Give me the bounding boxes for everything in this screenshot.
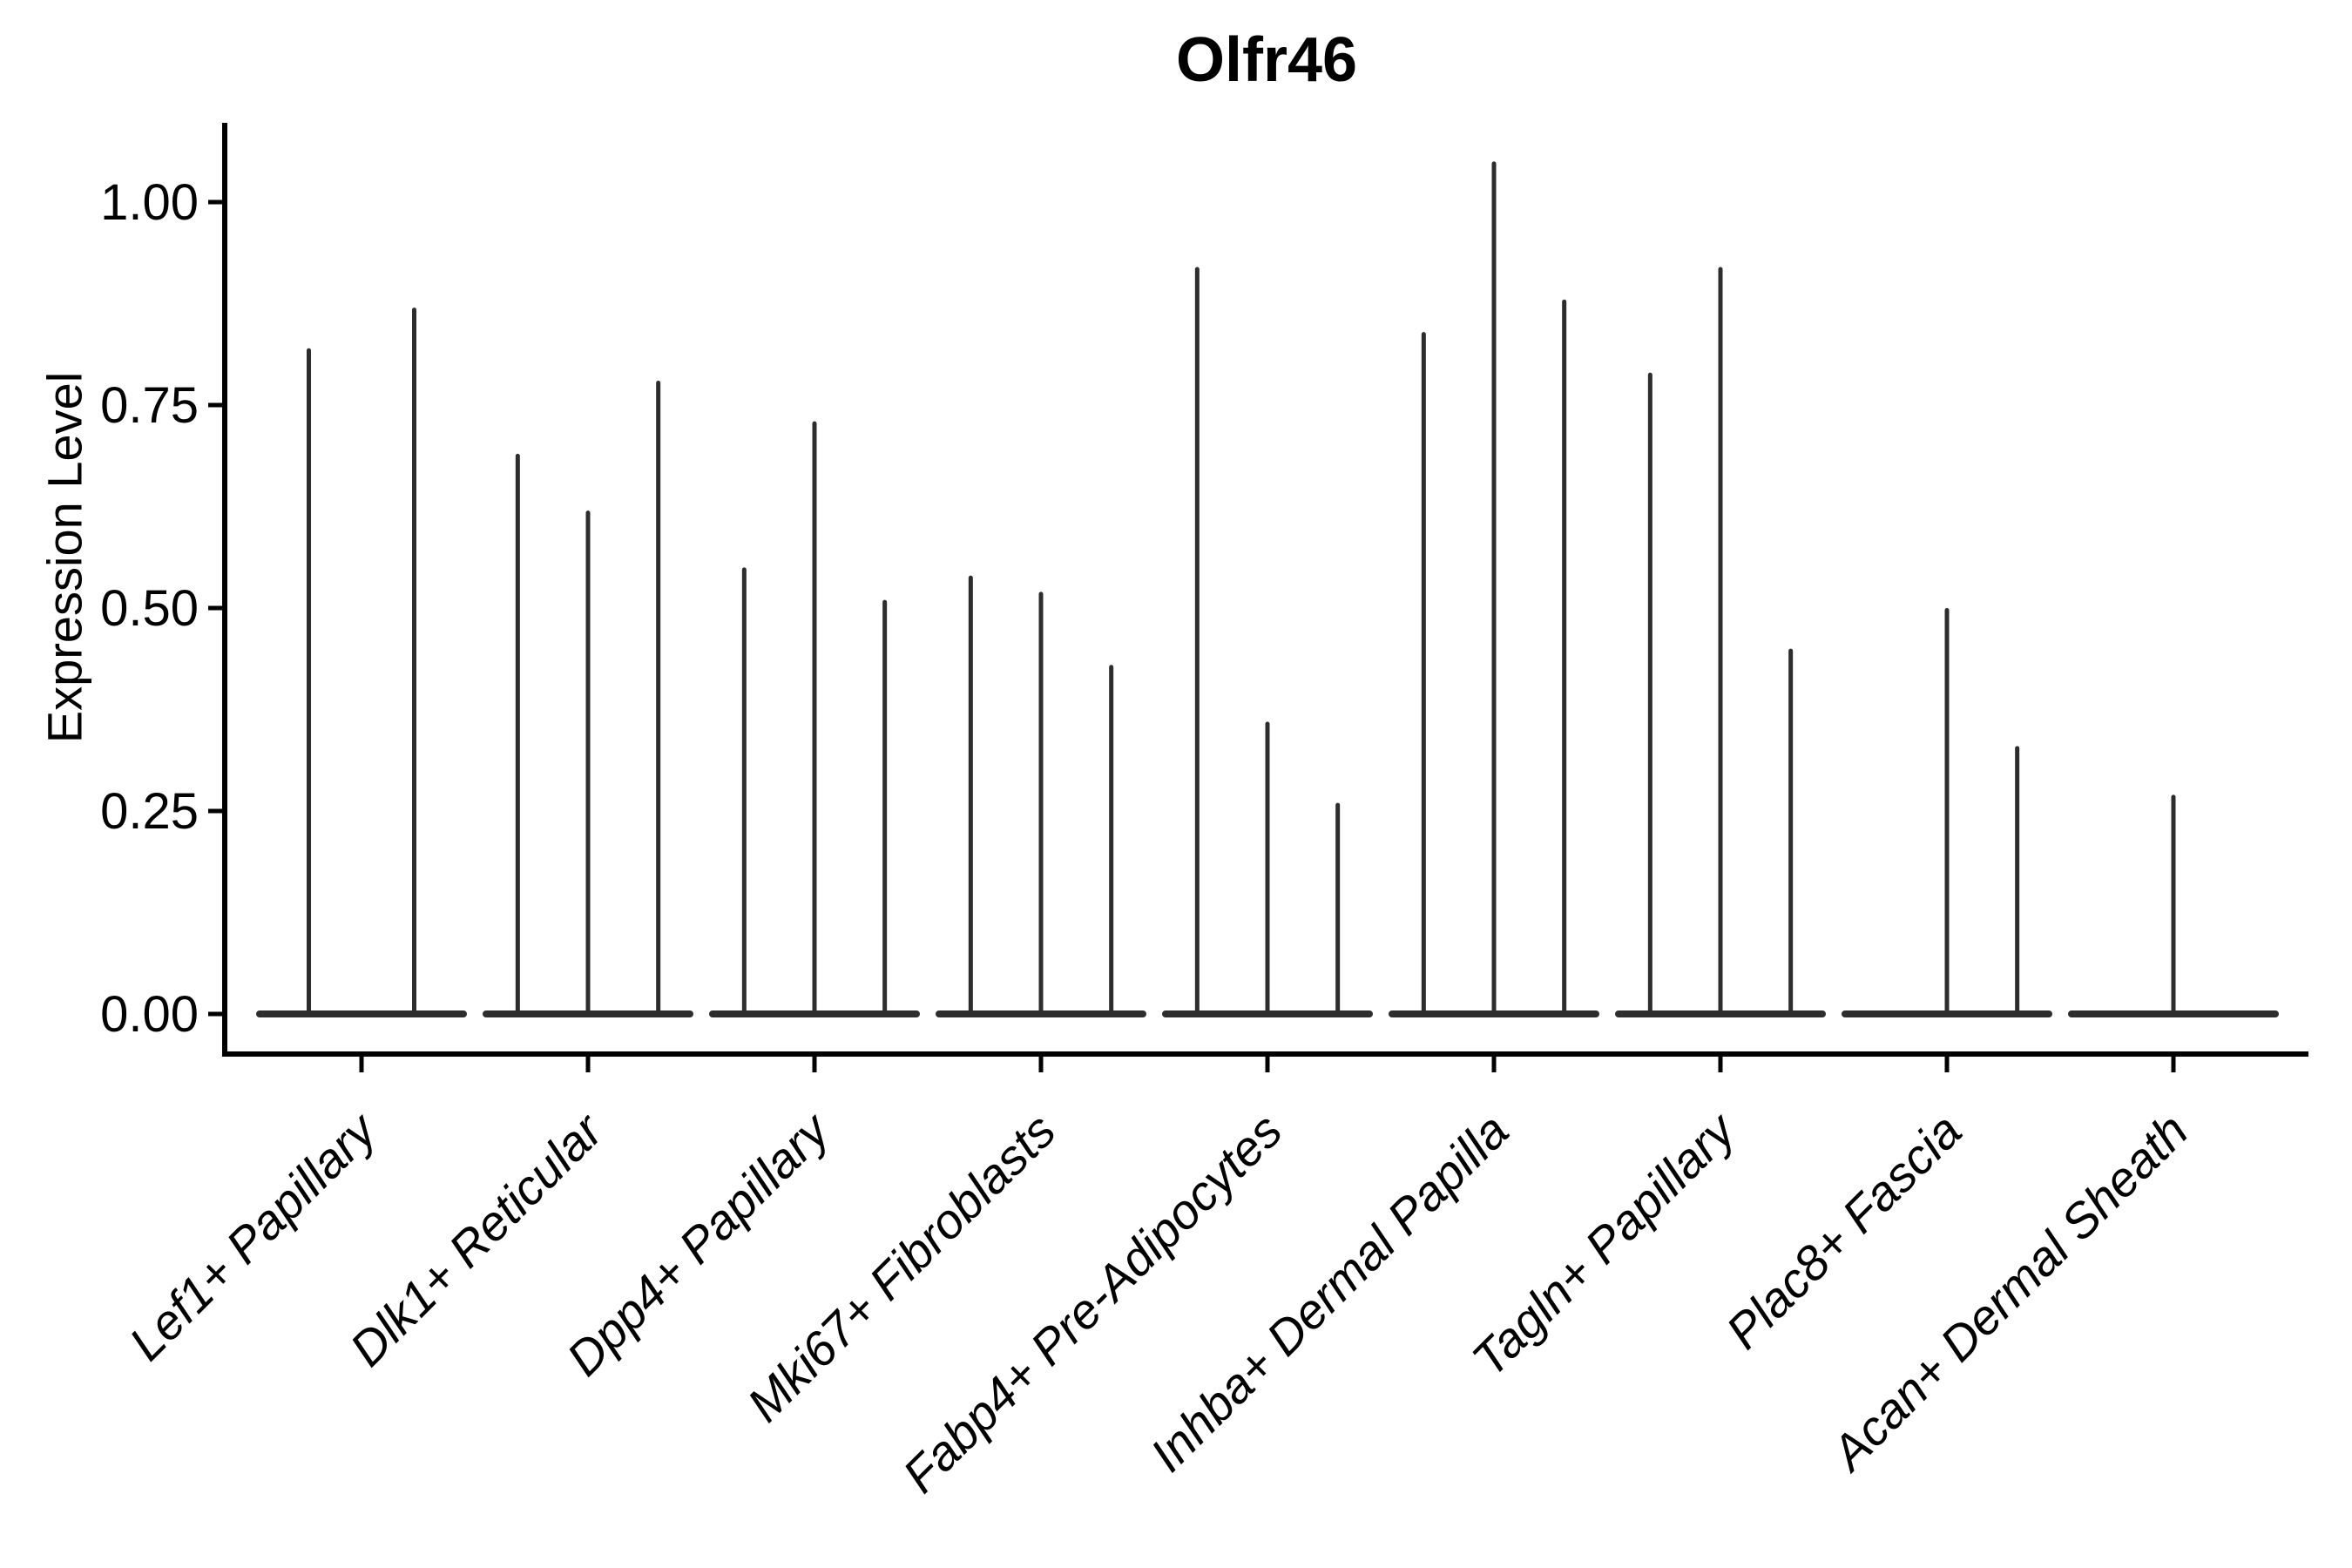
y-tick [208,808,222,814]
violin-spike [1109,665,1114,1017]
violin-spike [1944,608,1950,1017]
y-tick [208,1011,222,1017]
violin-spike [1335,802,1341,1017]
violin-spike [1194,267,1200,1017]
violin-spike [1562,299,1567,1018]
y-tick [208,402,222,408]
x-tick [1944,1057,1950,1072]
y-tick [208,199,222,205]
x-tick [2171,1057,2176,1072]
violin-spike [882,599,888,1017]
violin-spike [1038,591,1044,1017]
x-tick [1718,1057,1723,1072]
x-tick [585,1057,591,1072]
y-axis-spine [222,123,227,1057]
violin-spike [412,308,416,1017]
violin-spike [2015,746,2020,1017]
violin-spike [515,453,520,1017]
violin-spike [1647,372,1652,1018]
violin-spike [1491,161,1497,1017]
y-tick [208,605,222,611]
violin-baseline [256,1010,467,1017]
x-tick [1491,1057,1497,1072]
x-axis-label: Plac8+ Fascia [1715,1103,1971,1359]
x-tick [812,1057,817,1072]
violin-spike [656,381,661,1017]
violin-spike [2171,794,2176,1017]
y-tick-label: 1.00 [100,174,199,231]
violin-spike [812,421,817,1017]
y-tick-label: 0.25 [100,783,199,840]
x-tick [1265,1057,1270,1072]
violin-spike [968,575,973,1017]
violin-spike [741,567,747,1017]
x-axis-label: Fabp4+ Pre-Adipocytes [892,1103,1292,1503]
y-axis-label: Expression Level [37,371,92,744]
violin-spike [585,510,591,1017]
violin-spike [1718,267,1723,1017]
plot-title: Olfr46 [1175,25,1358,95]
y-tick-label: 0.50 [100,580,199,637]
x-tick [359,1057,364,1072]
y-tick-label: 0.75 [100,377,199,434]
x-axis-spine [222,1051,2308,1057]
x-tick [1038,1057,1044,1072]
y-tick-label: 0.00 [100,986,199,1043]
violin-spike [1265,721,1270,1017]
violin-spike [1788,648,1794,1017]
violin-spike [307,348,311,1017]
violin-spike [1421,332,1426,1017]
